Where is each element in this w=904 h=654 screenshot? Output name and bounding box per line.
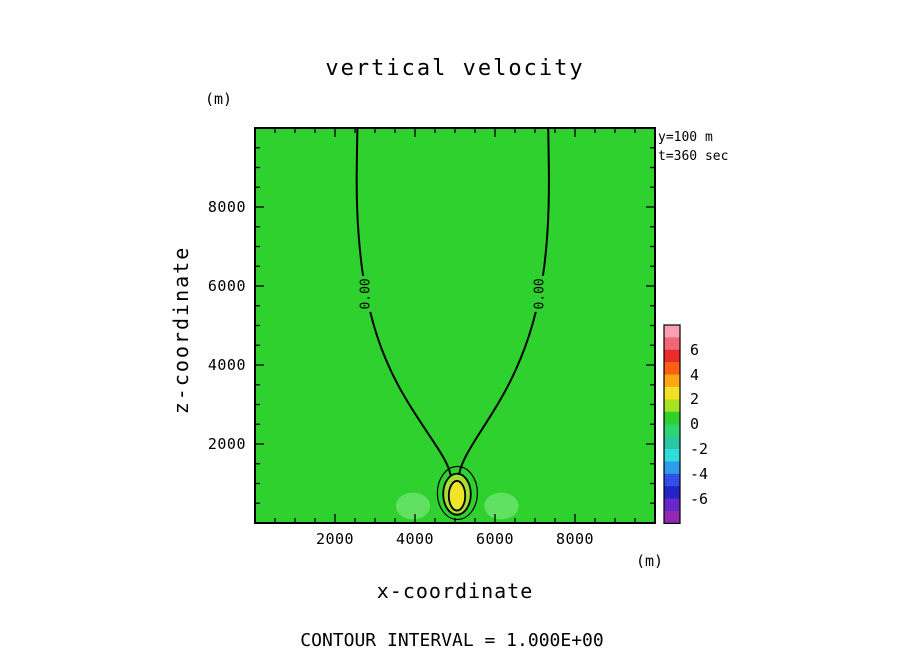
x-tick-label: 8000	[555, 530, 595, 548]
zero-contour-line	[355, 127, 452, 476]
colorbar-tick-label: 4	[690, 365, 700, 384]
colorbar-tick-label: -6	[690, 489, 709, 508]
contour-ring-outer	[436, 465, 478, 521]
x-tick-label: 4000	[395, 530, 435, 548]
downdraft-patch-right	[484, 492, 519, 520]
colorbar-band	[664, 374, 680, 388]
colorbar-band	[664, 424, 680, 438]
colorbar-tick-label: -2	[690, 440, 709, 458]
annotation-time: t=360 sec	[658, 149, 729, 164]
zero-contour-line	[458, 127, 550, 476]
x-tick-label: 6000	[475, 530, 515, 548]
x-axis-title: x-coordinate	[376, 579, 534, 603]
colorbar-band	[664, 486, 680, 500]
contour-label-gap	[357, 275, 376, 312]
contour-interval-caption: CONTOUR INTERVAL = 1.000E+00	[300, 630, 604, 651]
colorbar-band	[664, 511, 680, 524]
colorbar-band	[664, 498, 680, 512]
x-axis-unit-label: (m)	[636, 552, 664, 570]
x-tick-label: 2000	[315, 530, 355, 548]
plot-background	[255, 128, 655, 523]
contour-label-text: 0.00	[532, 278, 547, 309]
colorbar-frame	[663, 324, 681, 524]
colorbar-band	[664, 436, 680, 450]
colorbar-band	[664, 399, 680, 413]
contour-label-gap	[530, 275, 549, 312]
chart-title: vertical velocity	[325, 56, 585, 81]
downdraft-patch-left	[395, 492, 431, 520]
annotation-y-plane: y=100 m	[658, 130, 713, 145]
colorbar-band	[664, 325, 680, 338]
contour-ring-inner	[447, 480, 467, 512]
y-tick-label: 4000	[207, 356, 246, 374]
annotation-block: y=100 m t=360 sec	[658, 128, 728, 166]
colorbar-band	[664, 387, 680, 400]
y-axis-unit-label: (m)	[205, 90, 233, 108]
colorbar-band	[664, 473, 680, 487]
colorbar-tick-label: 0	[690, 415, 700, 434]
updraft-core-fill	[449, 481, 465, 510]
colorbar-band	[664, 411, 680, 425]
y-tick-label: 8000	[207, 198, 246, 216]
y-tick-label: 2000	[207, 435, 246, 453]
y-tick-label: 6000	[207, 277, 246, 295]
colorbar-band	[664, 461, 680, 475]
contour-label-text: 0.00	[359, 278, 374, 309]
colorbar-band	[664, 349, 680, 363]
colorbar-tick-label: 6	[690, 340, 700, 359]
colorbar-tick-label: 2	[690, 390, 700, 409]
colorbar-band	[664, 449, 680, 462]
colorbar-band	[664, 362, 680, 376]
contour-ring-mid	[442, 472, 472, 516]
colorbar-band	[664, 337, 680, 351]
colorbar-tick-label: -4	[690, 464, 709, 483]
